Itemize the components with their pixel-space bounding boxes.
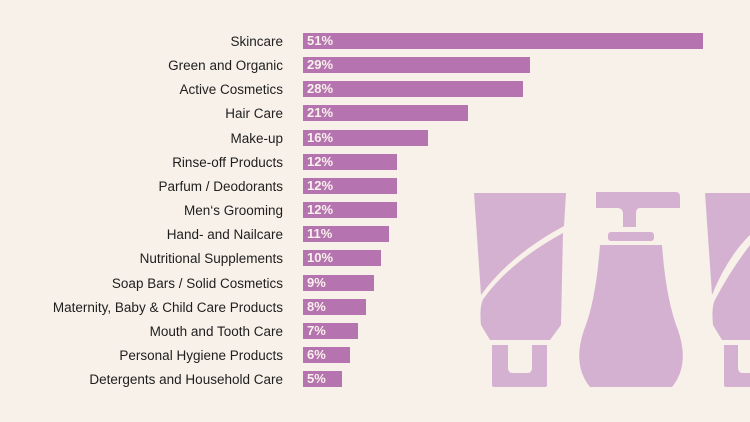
bar: 8% — [303, 298, 366, 315]
bar-row: Skincare 51% — [0, 33, 750, 50]
tube-icon — [474, 193, 566, 387]
value-label: 5% — [307, 371, 326, 387]
bar-row: Make-up 16% — [0, 129, 750, 147]
category-label: Maternity, Baby & Child Care Products — [52, 299, 283, 315]
bar-row: Maternity, Baby & Child Care Products 8% — [0, 298, 750, 316]
category-label: Skincare — [230, 34, 283, 49]
bar-row: Men‘s Grooming 12% — [0, 202, 750, 219]
bar: 51% — [303, 33, 703, 49]
bar-row: Hair Care 21% — [0, 105, 750, 122]
bar: 7% — [303, 322, 358, 339]
bar: 12% — [303, 202, 398, 219]
bar: 21% — [303, 105, 468, 122]
value-label: 28% — [307, 81, 334, 97]
category-label: Parfum / Deodorants — [158, 178, 283, 194]
bar-row: Active Cosmetics 28% — [0, 81, 750, 98]
value-label: 51% — [307, 33, 334, 48]
category-label: Active Cosmetics — [179, 82, 283, 98]
bar: 6% — [303, 346, 351, 363]
bar: 28% — [303, 81, 523, 98]
value-label: 10% — [307, 250, 334, 266]
bar-row: Nutritional Supplements 10% — [0, 250, 750, 267]
category-label: Detergents and Household Care — [89, 372, 283, 388]
category-label: Rinse-off Products — [172, 154, 283, 170]
category-label: Hand- and Nailcare — [166, 227, 283, 243]
category-label: Soap Bars / Solid Cosmetics — [111, 275, 283, 291]
value-label: 12% — [307, 202, 334, 218]
bar: 10% — [303, 250, 382, 267]
bar: 11% — [303, 226, 390, 243]
category-label: Make-up — [230, 130, 283, 146]
bar-row: Mouth and Tooth Care 7% — [0, 322, 750, 340]
category-label: Green and Organic — [168, 58, 283, 74]
value-label: 29% — [307, 57, 334, 73]
bar-row: Personal Hygiene Products 6% — [0, 346, 750, 364]
bar-row: Rinse-off Products 12% — [0, 153, 750, 171]
bar-row: Green and Organic 29% — [0, 57, 750, 74]
bar-row: Hand- and Nailcare 11% — [0, 226, 750, 243]
bar-row: Detergents and Household Care 5% — [0, 371, 750, 388]
value-label: 6% — [307, 346, 326, 362]
bar: 16% — [303, 129, 429, 146]
bar-row: Soap Bars / Solid Cosmetics 9% — [0, 274, 750, 292]
value-label: 21% — [307, 105, 334, 121]
category-label: Nutritional Supplements — [139, 251, 283, 267]
bar: 29% — [303, 57, 531, 74]
value-label: 7% — [307, 322, 326, 338]
bar-row: Parfum / Deodorants 12% — [0, 177, 750, 195]
value-label: 12% — [307, 177, 334, 193]
value-label: 12% — [307, 153, 334, 169]
value-label: 9% — [307, 274, 326, 290]
pump-bottle-icon — [579, 192, 683, 387]
value-label: 8% — [307, 298, 326, 314]
value-label: 11% — [307, 226, 333, 242]
bar: 9% — [303, 274, 374, 291]
category-label: Hair Care — [225, 106, 283, 122]
category-label: Men‘s Grooming — [183, 203, 283, 219]
tube-icon — [705, 193, 750, 387]
bar: 12% — [303, 177, 398, 194]
category-label: Personal Hygiene Products — [119, 347, 283, 363]
value-label: 16% — [307, 129, 334, 145]
bar: 12% — [303, 153, 398, 170]
category-label: Mouth and Tooth Care — [149, 323, 283, 339]
bar: 5% — [303, 371, 343, 388]
